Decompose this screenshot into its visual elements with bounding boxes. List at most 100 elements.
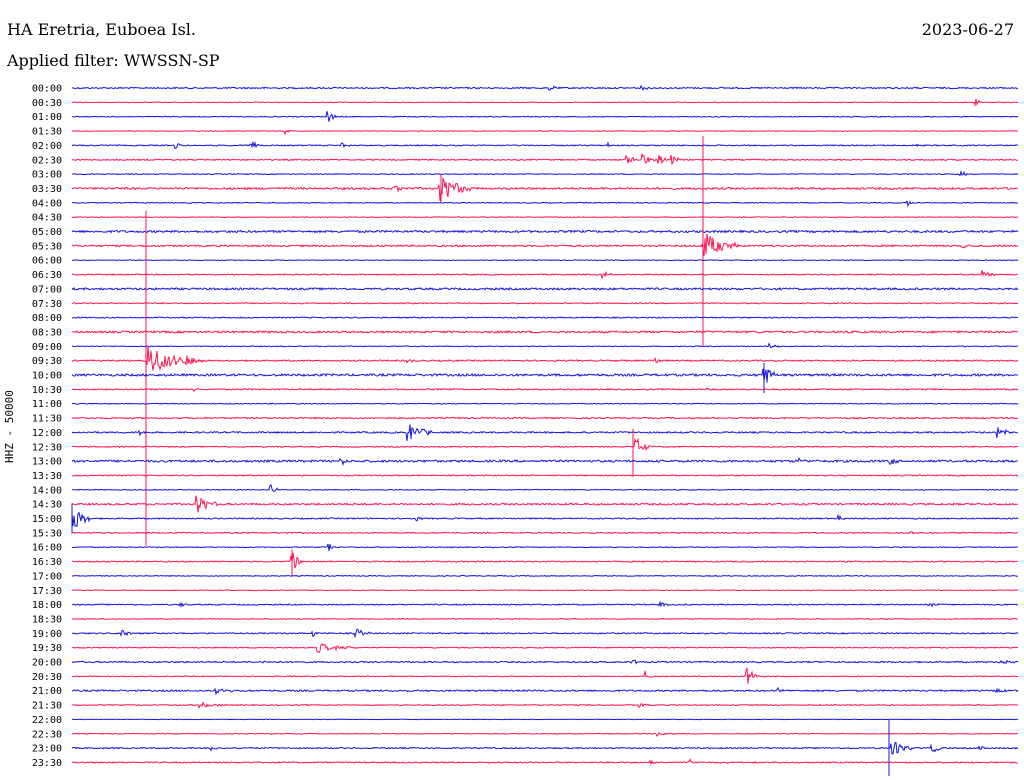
row-time-label: 01:30 xyxy=(32,127,62,138)
row-time-label: 07:00 xyxy=(32,284,62,295)
row-time-label: 14:00 xyxy=(32,485,62,496)
row-time-label: 13:00 xyxy=(32,457,62,468)
trace-line xyxy=(71,402,1019,405)
trace-line xyxy=(71,416,1019,420)
trace-line xyxy=(71,643,1019,653)
trace-rows: 00:00 00:30 01:00 01:30 02:00 02:30 03:00 03:30… xyxy=(32,84,1019,777)
row-time-label: 12:30 xyxy=(32,442,62,453)
trace-line xyxy=(71,437,1019,452)
row-time-label: 17:30 xyxy=(32,586,62,597)
row-time-label: 06:00 xyxy=(32,256,62,267)
row-time-label: 05:30 xyxy=(32,241,62,252)
row-time-label: 16:00 xyxy=(32,543,62,554)
row-time-label: 00:30 xyxy=(32,98,62,109)
row-time-label: 18:00 xyxy=(32,600,62,611)
row-time-label: 22:30 xyxy=(32,729,62,740)
trace-line xyxy=(71,701,1019,710)
row-time-label: 13:30 xyxy=(32,471,62,482)
row-time-label: 16:30 xyxy=(32,557,62,568)
trace-line xyxy=(71,543,1019,551)
row-time-label: 23:30 xyxy=(32,758,62,769)
trace-line xyxy=(71,659,1019,665)
trace-line xyxy=(71,302,1019,305)
trace-line xyxy=(71,731,1019,737)
trace-line xyxy=(71,316,1019,319)
trace-line xyxy=(71,129,1019,136)
row-time-label: 04:30 xyxy=(32,213,62,224)
row-time-label: 03:00 xyxy=(32,170,62,181)
trace-line xyxy=(71,552,1018,569)
row-time-label: 15:30 xyxy=(32,528,62,539)
trace-line xyxy=(71,270,1019,279)
row-time-label: 00:00 xyxy=(32,84,62,95)
row-time-label: 09:30 xyxy=(32,356,62,367)
row-time-label: 06:30 xyxy=(32,270,62,281)
row-time-label: 09:00 xyxy=(32,342,62,353)
trace-line xyxy=(71,531,1019,535)
trace-line xyxy=(71,387,1019,393)
station-title: HA Eretria, Euboea Isl. xyxy=(7,20,196,39)
trace-line xyxy=(71,718,1019,721)
row-time-label: 14:30 xyxy=(32,500,62,511)
row-time-label: 21:00 xyxy=(32,686,62,697)
row-time-label: 17:00 xyxy=(32,571,62,582)
trace-line xyxy=(71,617,1019,620)
row-time-label: 20:00 xyxy=(32,658,62,669)
trace-line xyxy=(71,330,1019,334)
row-time-label: 02:30 xyxy=(32,155,62,166)
trace-line xyxy=(71,667,1019,684)
row-time-label: 15:00 xyxy=(32,514,62,525)
trace-line xyxy=(71,233,1019,256)
row-time-label: 18:30 xyxy=(32,614,62,625)
row-time-label: 12:00 xyxy=(32,428,62,439)
row-time-label: 21:30 xyxy=(32,701,62,712)
row-time-label: 10:30 xyxy=(32,385,62,396)
row-time-label: 03:30 xyxy=(32,184,62,195)
trace-line xyxy=(71,98,1019,108)
row-time-label: 02:00 xyxy=(32,141,62,152)
trace-line xyxy=(71,589,1019,592)
trace-line xyxy=(71,152,1019,165)
date-label: 2023-06-27 xyxy=(921,20,1014,39)
row-time-label: 04:00 xyxy=(32,198,62,209)
trace-line xyxy=(71,600,1019,608)
row-time-label: 23:00 xyxy=(32,744,62,755)
row-time-label: 07:30 xyxy=(32,299,62,310)
row-time-label: 08:00 xyxy=(32,313,62,324)
trace-line xyxy=(71,686,1019,696)
trace-line xyxy=(71,342,1019,349)
trace-line xyxy=(71,140,1019,149)
trace-line xyxy=(71,424,1019,441)
trace-line xyxy=(71,111,1019,122)
row-time-label: 08:30 xyxy=(32,327,62,338)
row-time-label: 19:30 xyxy=(32,643,62,654)
trace-line xyxy=(71,758,1019,766)
row-time-label: 10:00 xyxy=(32,371,62,382)
trace-line xyxy=(71,495,1019,513)
row-time-label: 19:00 xyxy=(32,629,62,640)
trace-line xyxy=(71,474,1019,477)
row-time-label: 22:00 xyxy=(32,715,62,726)
trace-line xyxy=(71,574,1019,577)
trace-line xyxy=(71,484,1019,492)
trace-line xyxy=(71,199,1019,208)
row-time-label: 05:00 xyxy=(32,227,62,238)
trace-line xyxy=(71,259,1019,262)
trace-line xyxy=(71,368,1019,383)
row-time-label: 20:30 xyxy=(32,672,62,683)
trace-line xyxy=(71,628,1019,639)
trace-line xyxy=(71,286,1019,291)
trace-line xyxy=(71,345,1019,371)
trace-line xyxy=(71,229,1019,234)
trace-line xyxy=(71,511,1019,528)
trace-line xyxy=(71,176,1019,202)
row-time-label: 11:00 xyxy=(32,399,62,410)
trace-line xyxy=(71,742,1019,755)
row-time-label: 01:00 xyxy=(32,112,62,123)
trace-line xyxy=(71,216,1019,219)
filter-label: Applied filter: WWSSN-SP xyxy=(7,51,220,70)
trace-line xyxy=(71,169,1019,177)
trace-line xyxy=(71,457,1019,466)
trace-line xyxy=(71,84,1019,92)
